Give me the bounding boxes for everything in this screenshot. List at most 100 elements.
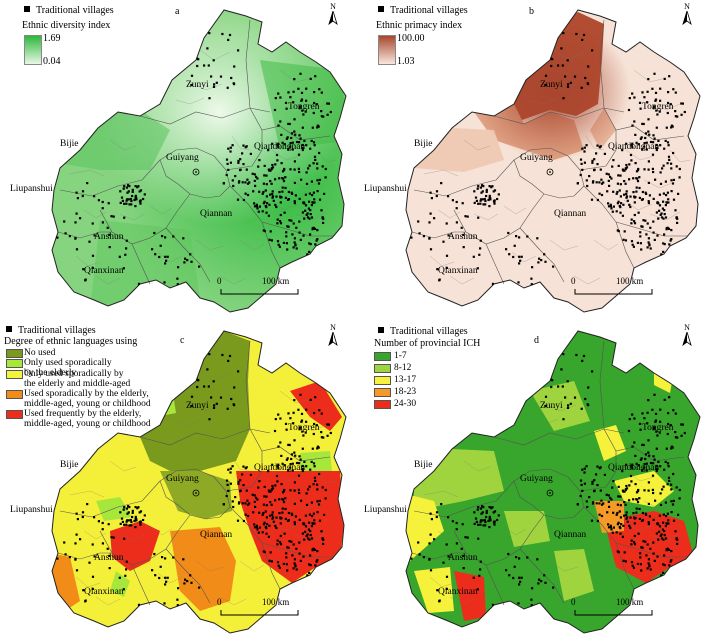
village-marker — [297, 87, 300, 90]
village-marker — [466, 536, 469, 539]
village-marker — [674, 431, 677, 434]
village-marker — [176, 598, 179, 601]
village-marker — [445, 575, 449, 578]
city-bijie: Bijie — [60, 139, 79, 149]
village-marker — [84, 600, 87, 603]
village-marker — [265, 532, 268, 535]
village-marker — [79, 538, 82, 541]
village-marker — [635, 177, 638, 180]
village-marker — [617, 485, 620, 488]
village-marker — [320, 115, 323, 118]
village-marker — [298, 220, 301, 223]
village-marker — [599, 489, 602, 492]
village-marker — [210, 396, 213, 399]
village-marker — [124, 253, 127, 256]
village-marker — [303, 217, 306, 220]
village-marker — [297, 408, 300, 411]
village-marker — [678, 257, 681, 260]
village-marker — [287, 511, 290, 515]
village-marker — [607, 179, 610, 182]
village-marker — [628, 178, 631, 181]
village-marker — [183, 261, 186, 264]
village-marker — [505, 248, 508, 251]
village-marker — [667, 101, 670, 105]
village-marker — [430, 197, 433, 200]
village-marker — [74, 221, 77, 224]
village-marker — [322, 542, 325, 545]
village-marker — [229, 482, 232, 485]
village-marker — [275, 526, 278, 530]
village-marker — [429, 248, 433, 251]
village-marker — [305, 534, 308, 537]
village-marker — [544, 395, 548, 398]
village-marker — [310, 180, 313, 183]
village-marker — [197, 379, 200, 382]
village-marker — [678, 578, 681, 581]
village-marker — [422, 556, 425, 559]
village-marker — [647, 562, 650, 565]
village-marker — [659, 99, 662, 102]
village-marker — [174, 287, 177, 290]
village-marker — [302, 434, 305, 437]
village-marker — [297, 474, 301, 477]
village-marker — [304, 530, 307, 533]
village-marker — [184, 257, 187, 260]
village-marker — [164, 255, 167, 258]
village-marker — [406, 239, 409, 242]
village-marker — [625, 195, 629, 198]
village-marker — [284, 507, 287, 511]
village-marker — [75, 569, 79, 572]
village-marker — [625, 166, 629, 169]
village-marker — [668, 479, 671, 482]
village-marker — [593, 490, 596, 493]
village-marker — [295, 547, 298, 550]
village-marker — [253, 202, 256, 205]
village-marker — [277, 564, 280, 567]
village-marker — [304, 193, 307, 196]
village-marker — [668, 573, 671, 576]
village-marker — [638, 422, 642, 425]
village-marker — [683, 431, 686, 435]
legend-villages: Traditional villages — [24, 5, 114, 16]
village-marker — [623, 551, 626, 554]
village-marker — [630, 543, 633, 546]
village-marker — [455, 207, 458, 210]
city-bijie: Bijie — [60, 460, 79, 470]
village-marker — [241, 502, 244, 505]
village-marker — [584, 76, 587, 80]
village-marker — [228, 33, 232, 37]
village-marker — [316, 162, 319, 165]
village-marker — [299, 426, 302, 429]
north-arrow-icon: N — [328, 2, 338, 27]
village-marker — [265, 195, 268, 198]
village-marker — [134, 526, 137, 529]
village-marker — [674, 436, 677, 439]
village-marker — [231, 500, 234, 503]
village-marker — [630, 159, 633, 162]
village-marker — [588, 496, 591, 499]
village-marker — [108, 246, 111, 249]
village-marker — [520, 255, 523, 258]
village-marker — [610, 528, 613, 531]
village-marker — [662, 538, 665, 541]
village-marker — [587, 386, 590, 389]
village-marker — [82, 589, 85, 592]
legend-swatch — [374, 376, 391, 385]
village-marker — [560, 368, 563, 371]
village-marker — [639, 137, 642, 140]
village-marker — [101, 542, 104, 545]
village-marker — [646, 90, 649, 93]
legend-class-label: 24-30 — [394, 399, 417, 409]
village-marker — [208, 418, 211, 421]
village-marker — [281, 462, 284, 465]
village-marker — [236, 519, 240, 522]
village-marker — [648, 194, 651, 197]
village-marker — [479, 568, 482, 571]
village-marker — [652, 134, 655, 137]
village-marker — [639, 231, 642, 234]
village-marker — [307, 584, 310, 587]
village-marker — [301, 467, 304, 470]
legend-class-label: Used sporadically by the elderly, middle… — [24, 389, 151, 409]
village-marker — [318, 499, 321, 502]
village-marker — [660, 537, 664, 540]
